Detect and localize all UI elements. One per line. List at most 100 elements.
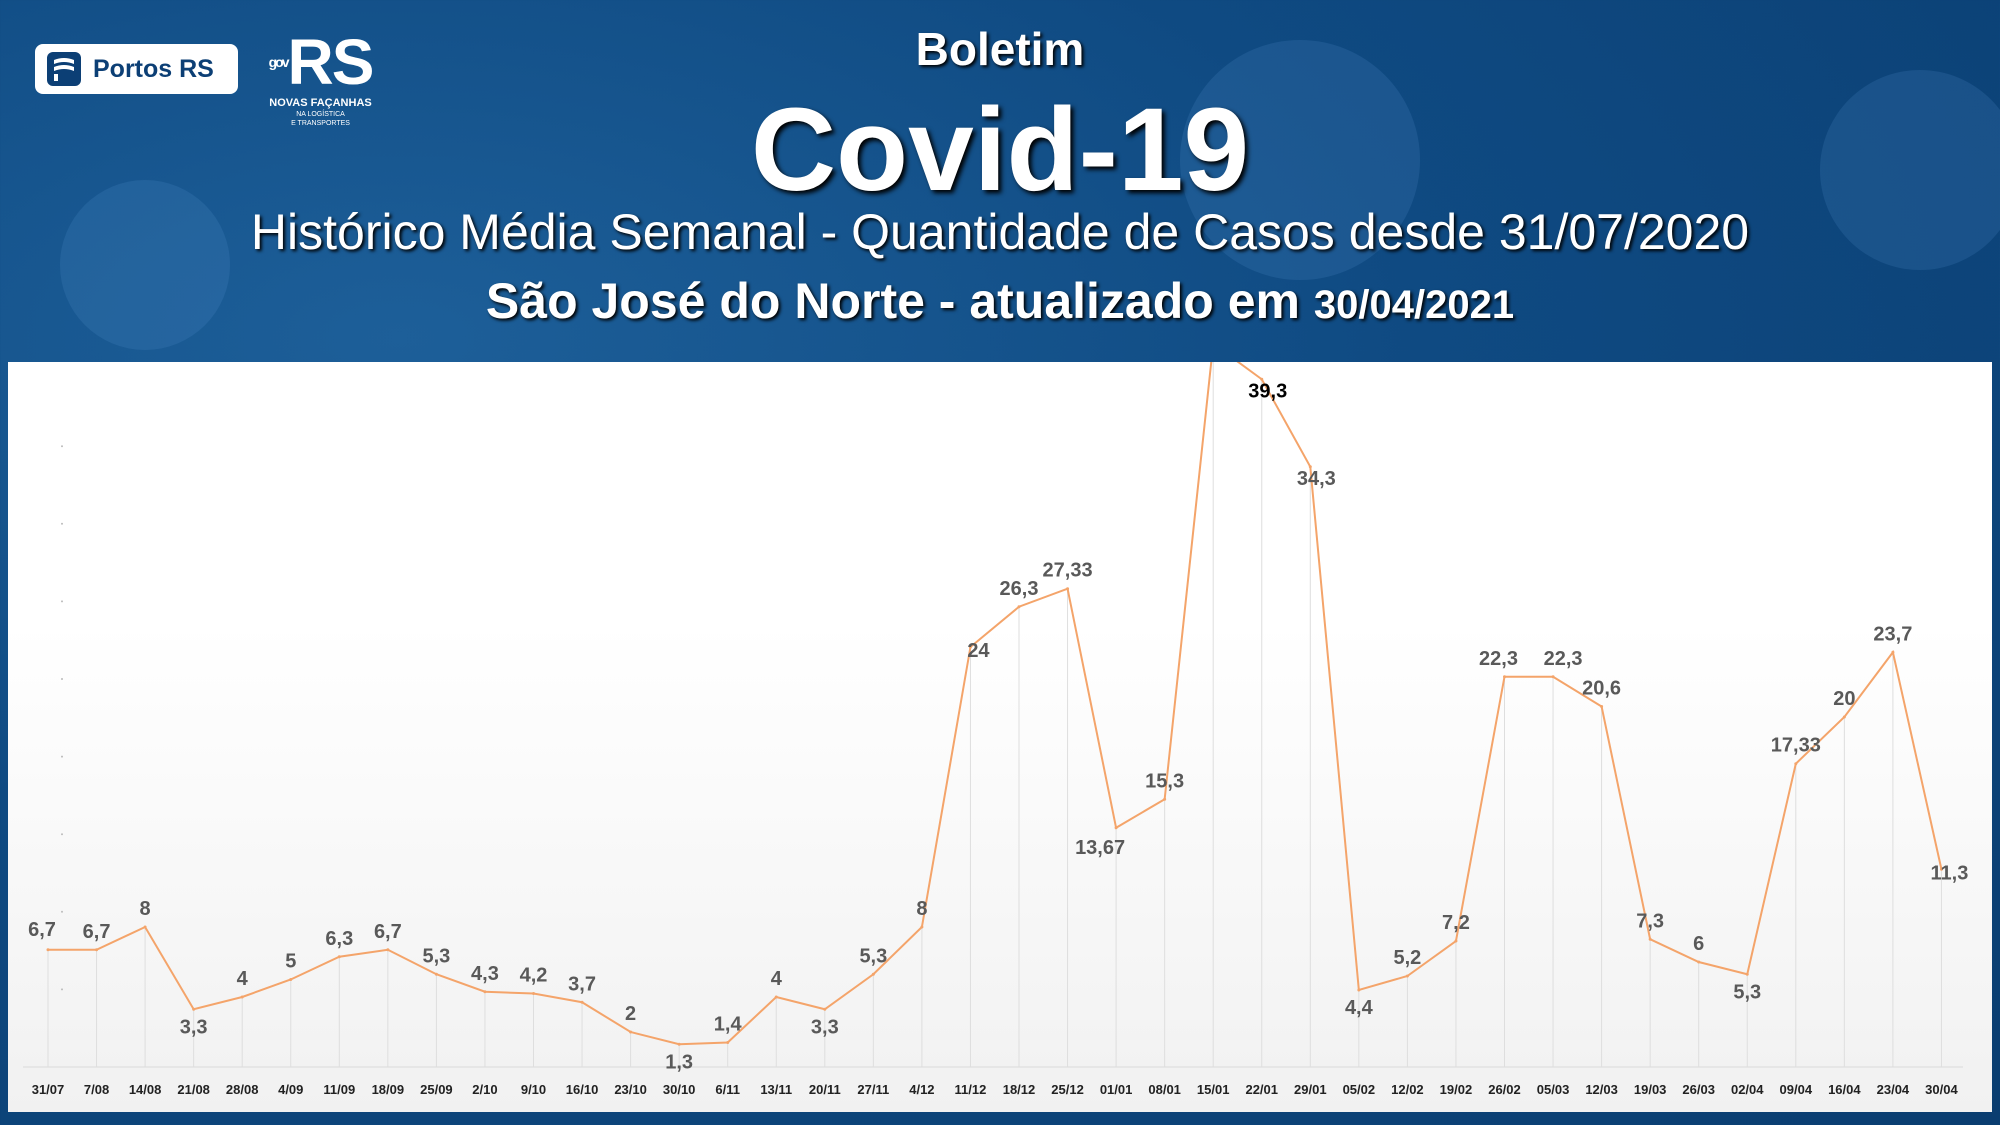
data-point: [774, 995, 778, 999]
data-label: 26,3: [1000, 578, 1039, 600]
x-tick-label: 25/09: [420, 1082, 453, 1097]
x-tick-label: 30/04: [1925, 1082, 1958, 1097]
data-point: [1454, 939, 1458, 943]
x-tick-label: 21/08: [177, 1082, 210, 1097]
data-label: 6,7: [374, 921, 402, 943]
data-point: [1745, 972, 1749, 976]
y-gridline-marker: [61, 600, 63, 603]
data-point: [1308, 465, 1312, 469]
boletim-heading: Boletim: [915, 23, 1085, 75]
x-tick-label: 4/12: [909, 1082, 934, 1097]
line-chart: 6,7 6,7 8 3,3 4 5 6,3 6,7 5,3 4,3 4,2 3,7 2 1,3 1,4 4 3,…: [23, 362, 1968, 1097]
x-tick-label: 7/08: [84, 1082, 109, 1097]
y-gridline-marker: [61, 678, 63, 680]
virus-decoration: [1820, 70, 2000, 270]
data-label: 6: [1693, 933, 1704, 955]
data-label: 20,6: [1582, 678, 1621, 700]
x-tick-label: 30/10: [663, 1082, 696, 1097]
x-tick-label: 22/01: [1245, 1082, 1278, 1097]
main-title: Covid-19: [750, 84, 1250, 216]
x-tick-label: 28/08: [226, 1082, 259, 1097]
data-point: [240, 995, 244, 999]
data-label: 39,3: [1248, 380, 1287, 402]
x-tick-label: 12/02: [1391, 1082, 1424, 1097]
data-label: 4: [771, 968, 783, 990]
x-tick-label: 12/03: [1585, 1082, 1618, 1097]
x-tick-label: 31/07: [32, 1082, 65, 1097]
y-gridline-marker: [61, 445, 63, 448]
chart-subtitle: Histórico Média Semanal - Quantidade de …: [250, 204, 1750, 260]
data-point: [1163, 797, 1167, 801]
data-point: [1357, 988, 1361, 992]
data-label: 5,2: [1393, 947, 1421, 969]
x-tick-label: 20/11: [809, 1082, 841, 1097]
data-point: [46, 948, 50, 952]
data-label: 6,3: [325, 928, 353, 950]
x-tick-label: 13/11: [760, 1082, 792, 1097]
x-tick-label: 27/11: [857, 1082, 889, 1097]
x-tick-label: 19/02: [1440, 1082, 1473, 1097]
data-label: 5,3: [859, 945, 887, 967]
data-point: [1600, 705, 1604, 708]
x-tick-label: 18/09: [372, 1082, 405, 1097]
x-tick-label: 19/03: [1634, 1082, 1667, 1097]
data-label: 1,4: [714, 1014, 743, 1036]
data-point: [337, 955, 341, 959]
y-gridline-marker: [61, 755, 63, 758]
data-point: [1017, 605, 1021, 609]
x-tick-label: 23/04: [1877, 1082, 1910, 1097]
data-label: 6,7: [28, 919, 56, 941]
location-line: São José do Norte - atualizado em 30/04/…: [0, 272, 2000, 330]
data-label: 8: [140, 898, 151, 920]
data-point: [968, 645, 972, 649]
data-point: [143, 925, 147, 929]
data-label: 2: [625, 1003, 636, 1025]
data-point: [1114, 826, 1118, 830]
data-point: [483, 990, 487, 994]
data-label: 3,7: [568, 973, 596, 995]
data-point: [1066, 587, 1070, 591]
portos-rs-text: Portos RS: [93, 54, 214, 83]
x-tick-label: 16/10: [566, 1082, 599, 1097]
header: Portos RS govRS NOVAS FAÇANHAS NA LOGÍST…: [0, 0, 2000, 365]
x-tick-label: 29/01: [1294, 1082, 1327, 1097]
data-label: 4: [237, 968, 249, 990]
data-label: 24: [967, 640, 990, 662]
data-point: [289, 978, 293, 981]
data-label: 4,2: [520, 965, 548, 987]
data-label: 8: [916, 898, 927, 920]
data-point: [95, 948, 99, 952]
data-point: [677, 1042, 681, 1046]
data-label: 1,3: [665, 1051, 693, 1073]
update-date: 30/04/2021: [1313, 283, 1515, 327]
data-point: [1551, 675, 1555, 679]
data-label: 22,3: [1479, 648, 1518, 670]
data-label: 3,3: [811, 1016, 839, 1038]
data-point: [1648, 937, 1652, 941]
x-tick-label: 9/10: [521, 1082, 546, 1097]
data-point: [823, 1007, 827, 1011]
x-tick-label: 2/10: [472, 1082, 497, 1097]
x-tick-label: 11/12: [955, 1082, 987, 1097]
virus-decoration: [60, 180, 230, 350]
rs-small-text-1: NA LOGÍSTICA: [296, 111, 345, 118]
y-gridline-marker: [61, 910, 63, 913]
x-tick-label: 4/09: [278, 1082, 303, 1097]
data-label: 7,2: [1442, 912, 1470, 934]
data-point: [1260, 377, 1264, 381]
data-point: [726, 1041, 730, 1044]
data-label: 6,7: [83, 921, 111, 943]
x-tick-label: 18/12: [1003, 1082, 1036, 1097]
data-point: [1697, 960, 1701, 964]
data-point: [532, 992, 535, 995]
data-label: 23,7: [1873, 623, 1912, 645]
x-tick-label: 23/10: [614, 1082, 647, 1097]
x-tick-label: 14/08: [129, 1082, 162, 1097]
data-label: 4,4: [1345, 997, 1374, 1019]
data-label: 4,3: [471, 963, 499, 985]
rs-logo-text: govRS: [268, 26, 375, 98]
data-point: [580, 1000, 584, 1004]
chart-panel: 6,7 6,7 8 3,3 4 5 6,3 6,7 5,3 4,3 4,2 3,7 2 1,3 1,4 4 3,…: [8, 362, 1992, 1112]
x-tick-label: 01/01: [1100, 1082, 1133, 1097]
data-label: 13,67: [1075, 837, 1125, 859]
